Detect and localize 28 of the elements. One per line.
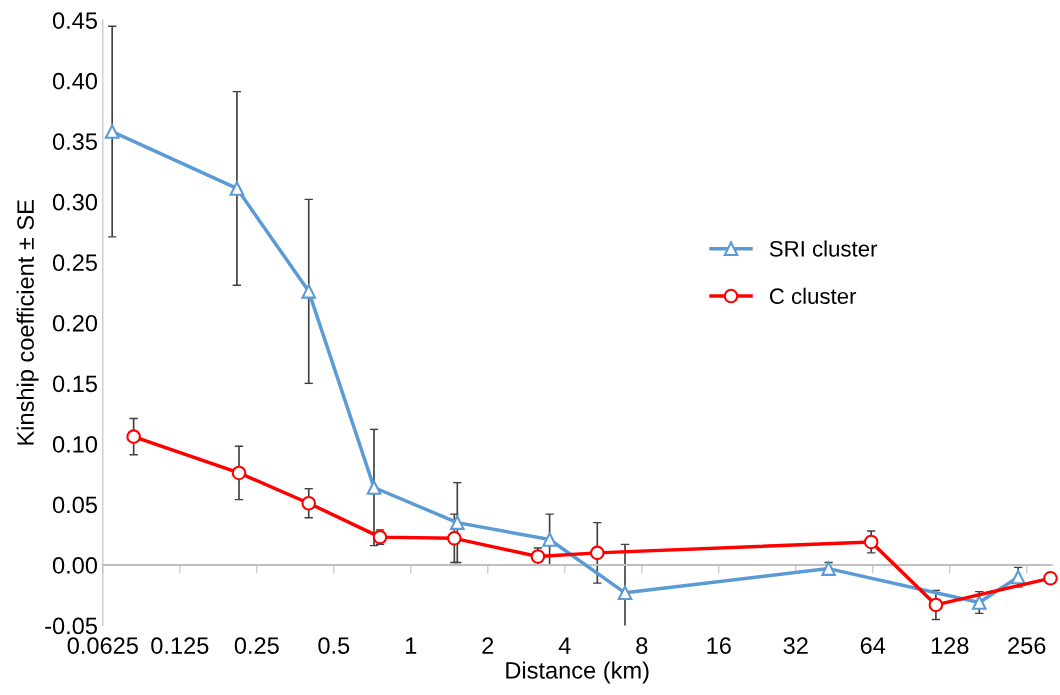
y-tick-label: 0.20 [52,314,98,332]
x-tick-label: 0.125 [151,637,209,654]
x-tick-label: 64 [860,637,886,654]
x-axis-title: Distance (km) [506,661,649,684]
x-tick-label: 0.25 [234,637,279,654]
y-tick-label: 0.00 [52,557,98,574]
y-tick-label: 0.10 [52,435,98,453]
y-tick-label: -0.05 [45,617,97,635]
y-tick-label: 0.40 [52,72,98,90]
x-tick-label: 0.0625 [67,637,138,654]
y-tick-label: 0.45 [52,12,97,29]
x-tick-label: 1 [406,637,417,654]
y-tick-label: 0.25 [52,254,97,272]
y-tick-label: 0.30 [52,193,98,211]
x-tick-label: 128 [931,637,969,654]
y-tick-label: 0.05 [52,496,97,514]
legend-label: C cluster [769,287,857,305]
y-tick-label: 0.35 [52,133,97,151]
x-tick-label: 256 [1008,637,1046,654]
x-tick-label: 16 [707,637,731,654]
y-axis-title: Kinship coefficient ± SE [16,200,39,445]
x-tick-label: 0.5 [318,637,350,654]
legend-label: SRI cluster [769,240,878,257]
x-tick-label: 4 [558,637,571,654]
x-tick-label: 32 [783,637,808,654]
y-tick-label: 0.15 [52,375,97,393]
x-tick-label: 8 [636,637,648,654]
x-tick-label: 2 [482,637,494,654]
